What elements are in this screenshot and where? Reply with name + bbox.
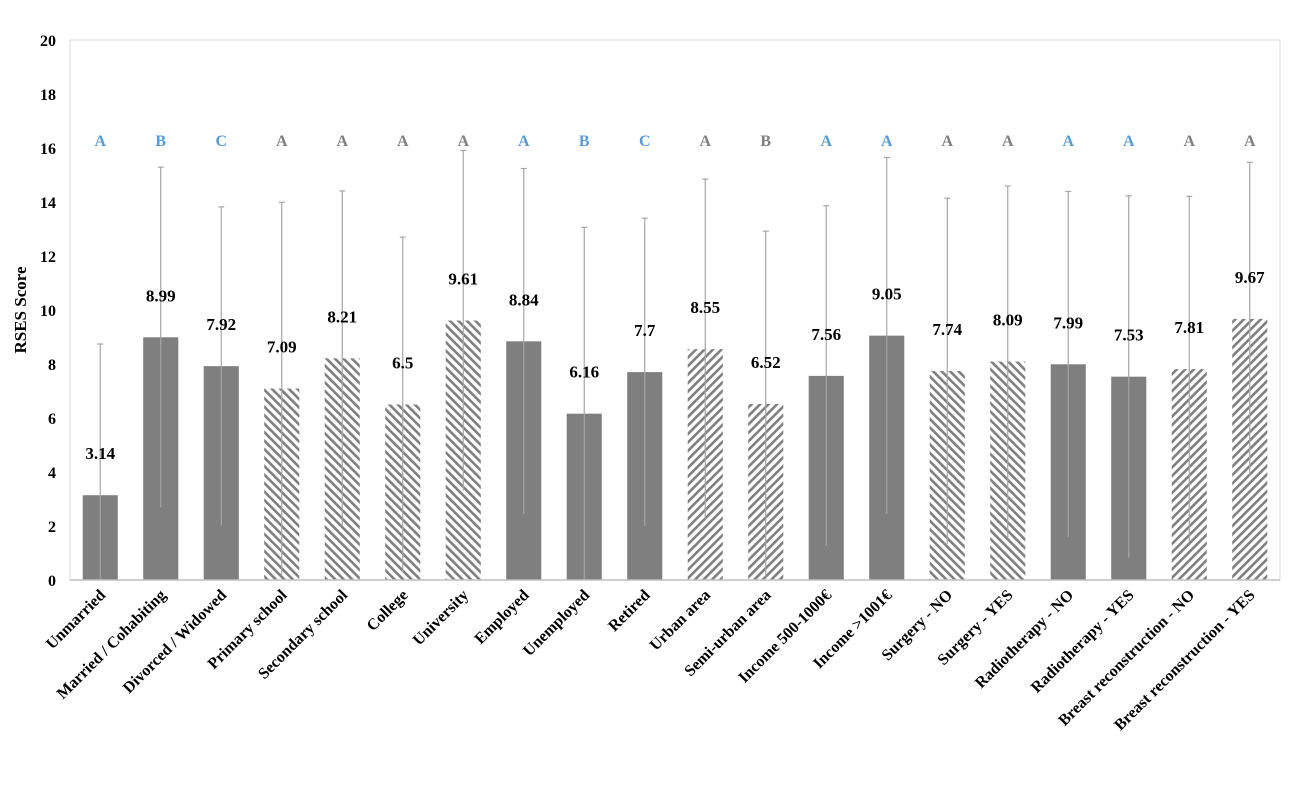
group-letter: A xyxy=(1244,133,1256,150)
y-tick-label: 14 xyxy=(40,195,56,212)
group-letter: B xyxy=(579,133,590,150)
data-label: 7.7 xyxy=(634,321,656,340)
x-tick-label: Unmarried xyxy=(43,587,109,653)
data-label: 7.99 xyxy=(1053,313,1083,332)
data-label: 9.61 xyxy=(448,270,478,289)
group-letter: A xyxy=(941,133,953,150)
data-label: 7.81 xyxy=(1174,318,1204,337)
y-axis: 0 2 4 6 8 10 12 14 16 18 20 xyxy=(40,33,56,590)
group-letter: A xyxy=(1062,133,1074,150)
y-tick-label: 2 xyxy=(48,519,56,536)
group-letter: C xyxy=(639,133,651,150)
group-letter: A xyxy=(1123,133,1135,150)
data-label: 8.09 xyxy=(993,311,1023,330)
x-tick-label: Employed xyxy=(472,587,533,648)
x-tick-label: College xyxy=(364,587,412,635)
group-letter: A xyxy=(518,133,530,150)
group-letter: A xyxy=(276,133,288,150)
group-letter: C xyxy=(215,133,227,150)
data-label: 7.92 xyxy=(206,315,236,334)
group-letter: B xyxy=(760,133,771,150)
y-tick-label: 8 xyxy=(48,357,56,374)
y-tick-label: 18 xyxy=(40,87,56,104)
group-letter: A xyxy=(397,133,409,150)
group-letter: A xyxy=(699,133,711,150)
group-letter: A xyxy=(457,133,469,150)
y-tick-label: 6 xyxy=(48,411,56,428)
data-label: 3.14 xyxy=(85,444,115,463)
group-letter: A xyxy=(94,133,106,150)
data-label: 6.16 xyxy=(569,363,599,382)
y-tick-label: 10 xyxy=(40,303,56,320)
x-tick-label: Married / Cohabiting xyxy=(54,587,170,703)
error-bars xyxy=(97,149,1253,580)
y-tick-label: 16 xyxy=(40,141,56,158)
data-label: 8.55 xyxy=(690,298,720,317)
y-tick-label: 12 xyxy=(40,249,56,266)
data-label: 7.74 xyxy=(932,320,962,339)
data-label: 6.52 xyxy=(751,353,781,372)
data-label: 8.84 xyxy=(509,290,539,309)
group-letter: A xyxy=(820,133,832,150)
group-letter: A xyxy=(881,133,893,150)
group-letter: B xyxy=(155,133,166,150)
y-tick-label: 4 xyxy=(48,465,56,482)
y-tick-label: 0 xyxy=(48,573,56,590)
data-label: 6.5 xyxy=(392,354,413,373)
y-axis-label: RSES Score xyxy=(11,266,30,354)
x-tick-label: Divorced / Widowed xyxy=(120,587,230,697)
x-tick-label: University xyxy=(410,587,472,649)
data-label: 7.53 xyxy=(1114,326,1144,345)
x-tick-label: Radiotherapy - YES xyxy=(1028,587,1138,697)
group-letter: A xyxy=(1183,133,1195,150)
data-label: 9.67 xyxy=(1235,268,1265,287)
plot-area-border xyxy=(69,39,1281,581)
data-label: 7.09 xyxy=(267,338,297,357)
data-label: 7.56 xyxy=(811,325,841,344)
data-labels: 3.14 8.99 7.92 7.09 8.21 6.5 9.61 8.84 6.16 7.7 8.… xyxy=(85,268,1265,463)
x-tick-label: Retired xyxy=(605,587,653,635)
group-letter: A xyxy=(336,133,348,150)
data-label: 9.05 xyxy=(872,285,902,304)
group-letter: A xyxy=(1002,133,1014,150)
data-label: 8.21 xyxy=(327,307,357,326)
y-tick-label: 20 xyxy=(40,33,56,50)
data-label: 8.99 xyxy=(146,286,176,305)
bars xyxy=(82,318,1268,580)
